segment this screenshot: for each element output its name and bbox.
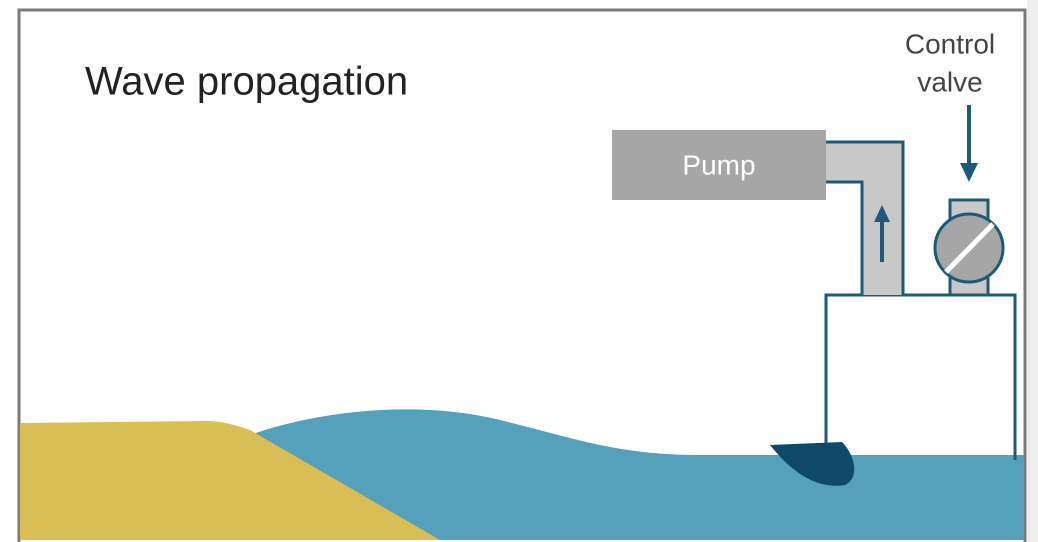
flow-arrowhead [874,205,890,222]
pump [612,130,826,200]
water [250,409,1024,540]
valve-arrowhead [960,163,978,182]
valve-label-line: valve [917,66,982,97]
title: Wave propagation [85,60,408,104]
valve-slash [944,222,995,274]
paddle [770,442,855,486]
valve-label-line: Control [905,28,995,59]
tank [824,293,1017,460]
pipe-outline [826,140,905,295]
pump-label: Pump [682,149,755,180]
side-strip [1027,0,1038,542]
beach [20,421,440,540]
